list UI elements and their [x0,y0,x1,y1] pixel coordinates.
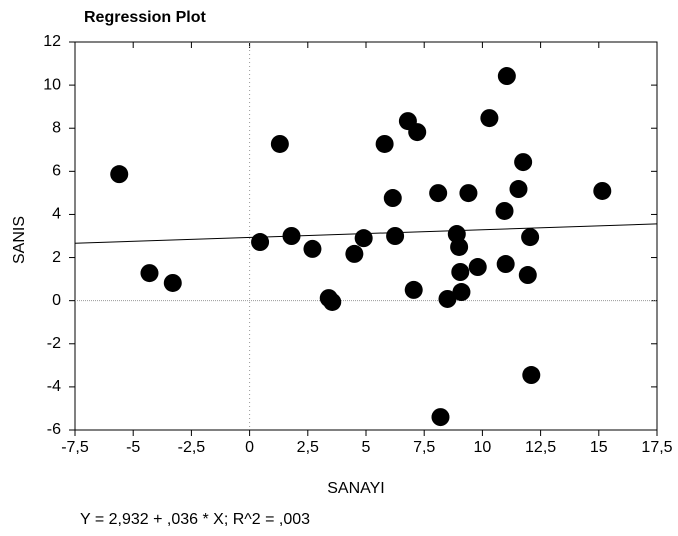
scatter-point [163,273,182,292]
scatter-point [459,184,478,203]
scatter-point [282,227,301,245]
y-tick-label: 12 [43,33,61,50]
x-tick-label: 12,5 [525,439,556,456]
scatter-point [375,134,394,153]
scatter-point [431,408,450,427]
scatter-point [354,229,373,248]
y-tick-label: 6 [52,163,61,180]
scatter-point [110,165,129,184]
y-tick-label: 4 [52,206,61,223]
y-tick-label: 0 [52,292,61,309]
chart-title: Regression Plot [84,9,206,26]
x-axis-label: SANAYI [327,480,385,497]
scatter-point [509,180,528,199]
scatter-point [251,233,270,252]
scatter-point [468,258,487,277]
y-tick-label: -4 [47,378,61,395]
scatter-point [383,189,402,208]
y-tick-label: -2 [47,335,61,352]
scatter-point [451,262,470,281]
y-tick-label: -6 [47,421,61,438]
x-tick-label: 17,5 [641,439,672,456]
fit-equation: Y = 2,932 + ,036 * X; R^2 = ,003 [80,511,310,528]
y-tick-label: 2 [52,249,61,266]
scatter-point [303,239,322,258]
y-tick-label: 10 [43,76,61,93]
scatter-point [140,264,159,283]
scatter-point [404,280,423,299]
scatter-point [496,255,515,274]
scatter-point [495,201,514,220]
scatter-point [522,366,541,385]
scatter-point [438,289,457,308]
y-axis-label: SANIS [11,216,28,264]
scatter-point [518,266,537,285]
x-tick-label: 2,5 [297,439,319,456]
x-tick-label: 15 [590,439,608,456]
scatter-point [593,181,612,200]
scatter-point [497,67,516,86]
scatter-point [480,109,499,128]
x-tick-label: 5 [362,439,371,456]
x-tick-label: -5 [126,439,140,456]
x-tick-label: 0 [245,439,254,456]
x-tick-label: -2,5 [178,439,206,456]
scatter-point [270,134,289,153]
scatter-point [323,292,342,311]
x-tick-label: 10 [474,439,492,456]
scatter-point [450,237,469,256]
scatter-point [386,227,405,245]
scatter-point [521,228,540,247]
scatter-point [452,283,471,302]
scatter-point [408,123,427,142]
x-tick-label: -7,5 [61,439,89,456]
scatter-point [429,184,448,203]
scatter-point [514,153,533,172]
scatter-point [345,244,364,263]
x-tick-label: 7,5 [413,439,435,456]
y-tick-label: 8 [52,119,61,136]
